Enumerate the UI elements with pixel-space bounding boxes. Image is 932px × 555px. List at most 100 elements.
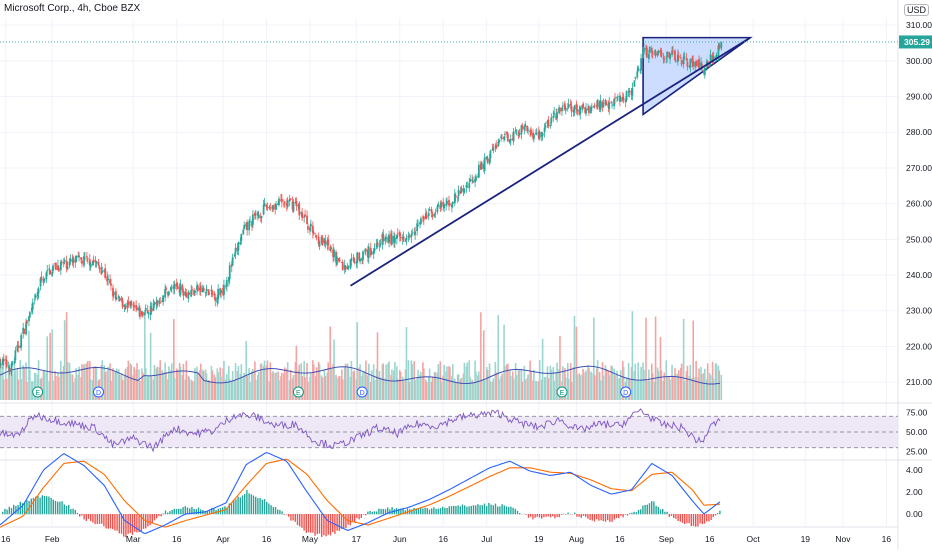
volume-bar: [498, 379, 500, 400]
volume-bar: [695, 361, 697, 400]
macd-histogram-bar: [541, 514, 542, 519]
macd-histogram-bar: [638, 510, 639, 514]
macd-histogram-bar: [460, 506, 461, 514]
macd-histogram-bar: [171, 510, 172, 514]
macd-histogram-bar: [545, 514, 546, 517]
candle-body: [458, 190, 460, 197]
macd-histogram-bar: [684, 514, 685, 524]
candle-body: [336, 257, 338, 265]
volume-bar: [382, 363, 384, 400]
volume-bar: [455, 382, 457, 400]
volume-bar: [200, 364, 202, 400]
volume-bar: [464, 363, 466, 400]
macd-histogram-bar: [471, 506, 472, 514]
candle-body: [327, 239, 329, 245]
macd-histogram-bar: [658, 507, 659, 514]
candle-body: [487, 158, 489, 163]
candle-body: [490, 151, 492, 158]
volume-bar: [426, 382, 428, 400]
candle-body: [86, 256, 88, 257]
macd-histogram-bar: [303, 514, 304, 531]
macd-histogram-bar: [451, 506, 452, 514]
volume-bar: [637, 362, 639, 400]
volume-bar: [116, 368, 118, 400]
volume-bar: [342, 380, 344, 400]
candle-body: [501, 138, 503, 139]
candle-body: [316, 235, 318, 236]
candle-body: [206, 289, 208, 291]
volume-bar: [478, 371, 480, 400]
volume-bar: [403, 381, 405, 400]
currency-badge[interactable]: USD: [904, 4, 929, 16]
candle-body: [330, 248, 332, 250]
macd-histogram-bar: [94, 514, 95, 524]
price-tick-label: 240.00: [906, 270, 932, 280]
candle-body: [43, 278, 45, 281]
candle-body: [461, 188, 463, 193]
volume-bar: [275, 372, 277, 400]
candle-body: [720, 42, 722, 48]
volume-bar: [545, 377, 547, 400]
volume-bar: [501, 374, 503, 400]
candle-body: [133, 305, 135, 307]
symmetrical-triangle: [643, 38, 750, 115]
candle-body: [356, 253, 358, 264]
volume-bar: [548, 378, 550, 400]
volume-bar: [351, 361, 353, 400]
candle-body: [559, 108, 561, 112]
macd-histogram-bar: [603, 514, 604, 521]
macd-histogram-bar: [508, 507, 509, 514]
macd-histogram-bar: [374, 511, 375, 514]
macd-histogram-bar: [477, 504, 478, 514]
candle-body: [125, 306, 127, 309]
event-label: E: [35, 390, 40, 397]
macd-histogram-bar: [266, 502, 267, 515]
candle-body: [9, 368, 11, 372]
macd-histogram-bar: [97, 514, 98, 524]
candle-body: [278, 199, 280, 206]
macd-histogram-bar: [114, 514, 115, 531]
volume-bar: [603, 375, 605, 400]
candle-body: [633, 80, 635, 86]
volume-bar: [681, 364, 683, 400]
price-tick-label: 210.00: [906, 377, 932, 387]
candle-body: [84, 257, 86, 258]
candle-body: [637, 68, 639, 71]
volume-bar: [20, 379, 22, 400]
volume-bar: [690, 365, 692, 400]
macd-histogram-bar: [609, 514, 610, 522]
volume-bar: [435, 373, 437, 400]
macd-histogram-bar: [57, 502, 58, 515]
volume-bar: [261, 364, 263, 400]
volume-bar: [185, 361, 187, 400]
dividend-marker: D: [621, 387, 631, 397]
macd-histogram-bar: [92, 514, 93, 523]
candle-body: [139, 308, 141, 317]
volume-bar: [391, 369, 393, 400]
volume-bar: [585, 370, 587, 400]
volume-bar: [406, 327, 408, 400]
candle-body: [151, 308, 153, 312]
candle-body: [571, 106, 573, 111]
macd-histogram-bar: [686, 514, 687, 523]
time-tick-label: Sep: [659, 534, 674, 544]
macd-histogram-bar: [169, 511, 170, 514]
macd-histogram-bar: [59, 502, 60, 515]
candle-body: [414, 232, 416, 235]
candle-body: [252, 214, 254, 224]
candle-body: [394, 237, 396, 243]
macd-histogram-bar: [636, 512, 637, 514]
volume-bar: [171, 363, 173, 400]
volume-bar: [157, 367, 159, 400]
macd-histogram-bar: [101, 514, 102, 524]
volume-bar: [704, 369, 706, 400]
candle-body: [342, 262, 344, 270]
volume-bar: [354, 371, 356, 400]
candle-body: [67, 267, 69, 270]
candle-body: [217, 289, 219, 299]
macd-histogram-bar: [156, 514, 157, 518]
candle-body: [58, 268, 60, 272]
price-tick-label: 230.00: [906, 306, 932, 316]
volume-bar: [203, 371, 205, 400]
